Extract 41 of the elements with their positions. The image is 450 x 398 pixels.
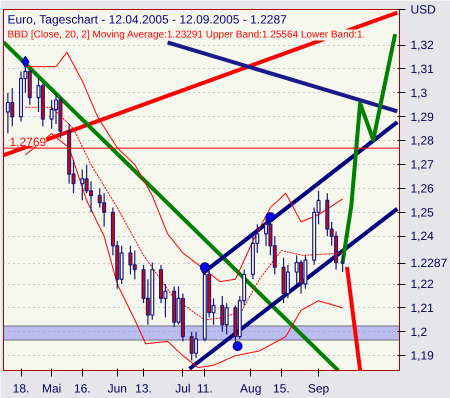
x-tick-label: Jun: [108, 382, 127, 396]
x-tick-label: 15.: [273, 382, 290, 396]
x-tick-label: 13.: [135, 382, 152, 396]
candlestick: [340, 254, 345, 273]
y-tick-label: 1,27: [410, 158, 434, 172]
candlestick: [220, 295, 224, 332]
y-tick-label: 1,29: [410, 110, 434, 124]
candlestick: [50, 99, 54, 130]
ref-line-label: 1,2769: [10, 135, 47, 150]
y-tick-label: 1.2287: [410, 256, 448, 270]
candlestick: [264, 216, 268, 246]
text: BBD [Close, 20, 2] Moving Average:1.23291 Upper Band:1.25564 Lower Band:1.: [8, 30, 366, 40]
candlestick: [88, 180, 94, 213]
y-tick-label: 1,31: [410, 62, 434, 76]
chart-title: Euro, Tageschart - 12.04.2005 - 12.09.2005 - 1.2287: [8, 12, 288, 26]
x-tick-label: Aug: [240, 382, 262, 396]
x-tick-label: Mai: [42, 382, 62, 396]
y-tick-label: 1,32: [410, 38, 434, 52]
y-tick-label: 1,26: [410, 181, 434, 196]
point: [232, 341, 243, 352]
y-tick-label: 1,24: [410, 229, 434, 244]
y-tick-label: 1,19: [410, 348, 434, 363]
y-tick-label: 1,25: [410, 205, 434, 220]
candlestick: [286, 264, 290, 299]
y-tick-label: 1,28: [410, 134, 434, 148]
x-tick-label: Sep: [308, 382, 330, 396]
candlestick: [294, 254, 299, 285]
y-tick-label: 1,21: [410, 300, 434, 315]
candlestick: [303, 254, 308, 290]
candlestick: [224, 302, 229, 335]
y-tick-label: 1,22: [410, 277, 434, 292]
x-tick-label: Jul: [175, 382, 191, 396]
x-tick-label: 18.: [12, 382, 30, 396]
y-tick-label: 1,2: [410, 324, 428, 339]
y-tick-label: 1,3: [410, 86, 428, 100]
x-tick-label: 11.: [196, 382, 213, 396]
x-tick-label: 16.: [74, 382, 91, 396]
y-axis-title: USD: [410, 2, 436, 16]
candlestick: [132, 250, 137, 280]
candlestick: [190, 331, 194, 362]
candlestick: [80, 168, 84, 201]
